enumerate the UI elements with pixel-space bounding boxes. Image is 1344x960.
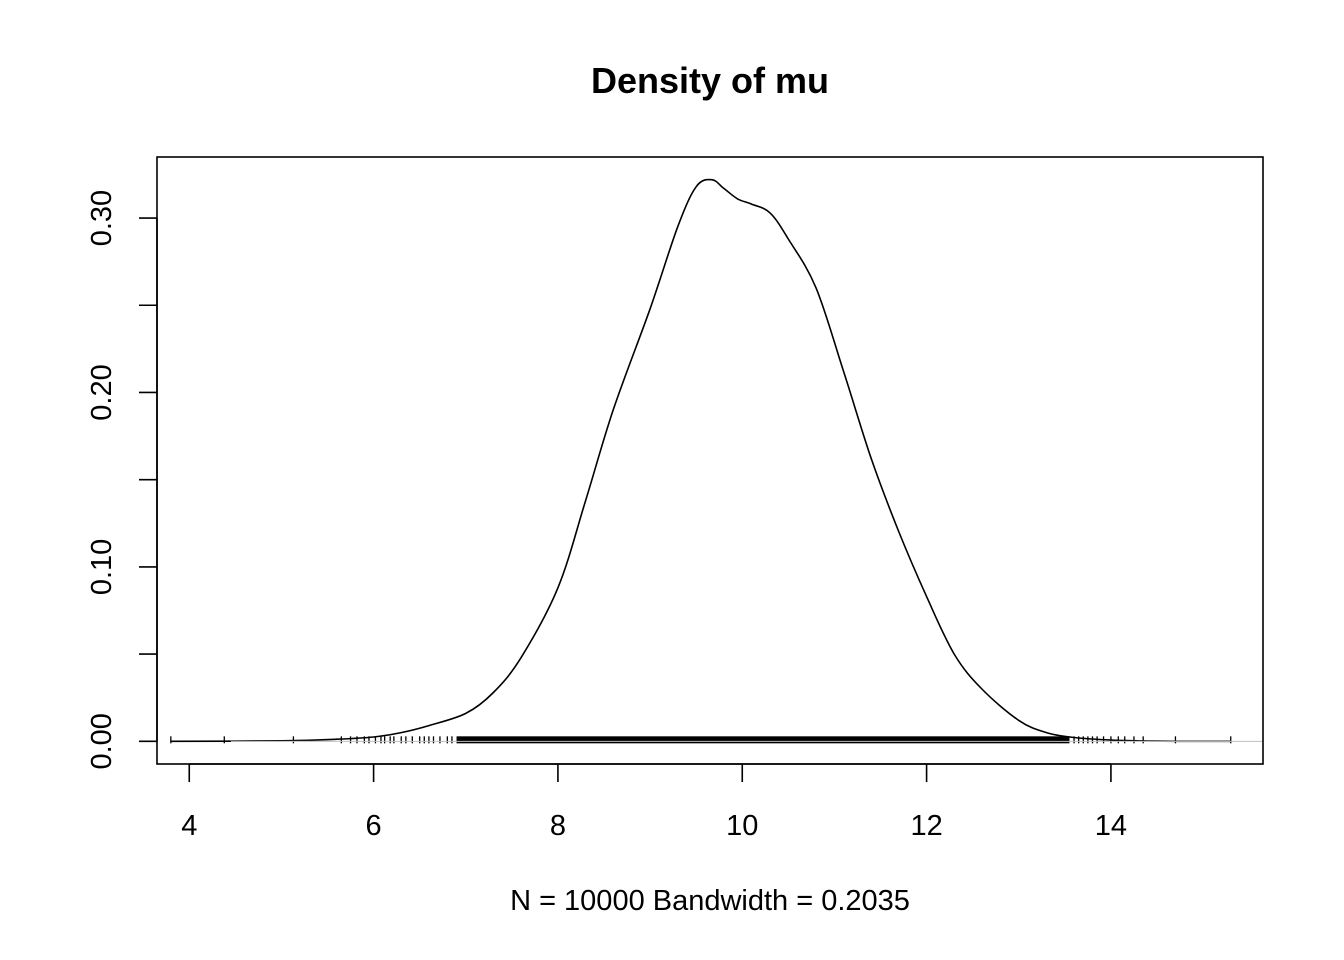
density-curve — [170, 178, 1231, 743]
x-axis-label: N = 10000 Bandwidth = 0.2035 — [510, 885, 910, 917]
x-tick-label: 8 — [550, 810, 566, 842]
y-tick-label: 0.20 — [86, 364, 118, 420]
plot-frame — [156, 156, 1264, 765]
x-tick-label: 14 — [1095, 810, 1127, 842]
y-tick-label: 0.30 — [86, 190, 118, 246]
x-tick-label: 4 — [181, 810, 197, 842]
chart-title: Density of mu — [591, 60, 829, 101]
x-tick-label: 12 — [910, 810, 942, 842]
x-tick-label: 10 — [726, 810, 758, 842]
x-tick-label: 6 — [366, 810, 382, 842]
y-tick-label: 0.10 — [86, 539, 118, 595]
y-tick-label: 0.00 — [86, 713, 118, 769]
rug-dense-band — [456, 736, 1070, 744]
x-axis: 4 6 8 10 12 14 — [181, 763, 1127, 842]
y-axis: 0.00 0.10 0.20 0.30 — [86, 190, 158, 770]
